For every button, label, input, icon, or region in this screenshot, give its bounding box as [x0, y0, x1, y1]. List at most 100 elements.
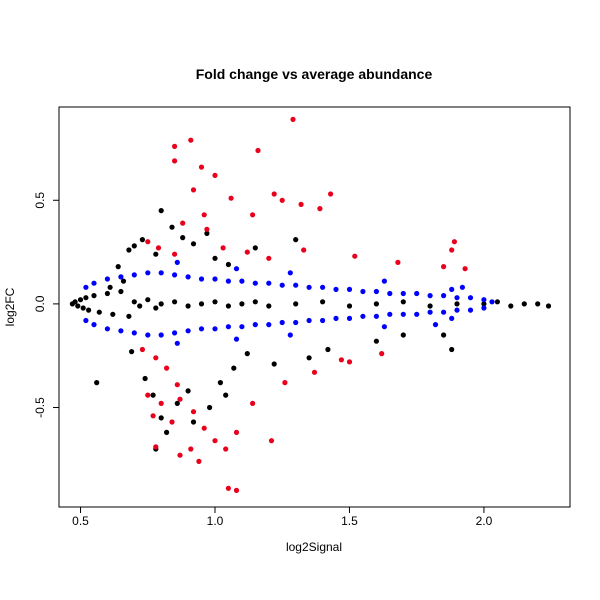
point-black [77, 297, 84, 303]
point-blue [441, 309, 447, 315]
point-blue [131, 272, 137, 278]
point-black [190, 419, 197, 425]
point-blue [400, 311, 406, 317]
x-tick-label: 2.0 [476, 514, 493, 528]
x-axis: 0.5 1.0 1.5 2.0 [72, 506, 493, 528]
point-blue [158, 270, 164, 276]
point-red [150, 413, 156, 419]
point-blue [306, 317, 312, 324]
point-blue [131, 330, 137, 336]
point-blue [104, 326, 110, 332]
point-black [293, 301, 299, 307]
point-black [169, 224, 175, 230]
point-black [225, 261, 231, 268]
point-black [252, 299, 258, 305]
point-black [346, 303, 353, 309]
point-blue [467, 307, 474, 313]
point-red [233, 487, 240, 493]
point-black [72, 299, 78, 305]
x-tick-label: 1.5 [341, 514, 358, 528]
chart-title: Fold change vs average abundance [196, 66, 433, 82]
y-tick-label: 0.0 [33, 295, 47, 312]
point-black [180, 235, 186, 241]
point-red [155, 245, 162, 251]
point-blue [346, 315, 353, 321]
point-blue [467, 295, 474, 301]
x-tick-label: 0.5 [72, 514, 89, 528]
point-black [94, 380, 100, 386]
point-blue [266, 280, 272, 286]
point-black [158, 301, 164, 307]
point-blue [233, 266, 240, 272]
point-blue [252, 280, 258, 286]
point-blue [360, 288, 366, 295]
point-black [126, 247, 132, 253]
point-red [190, 409, 197, 415]
point-blue [381, 278, 387, 284]
point-blue [459, 284, 465, 290]
point-blue [198, 326, 205, 332]
point-red [244, 249, 250, 255]
plot-frame [58, 106, 571, 508]
point-black [271, 361, 277, 367]
point-red [158, 400, 164, 406]
point-blue [454, 307, 460, 313]
point-blue [145, 270, 151, 276]
point-blue [373, 288, 379, 295]
point-blue [91, 322, 97, 328]
x-tick-label: 1.0 [207, 514, 224, 528]
point-red [153, 444, 159, 450]
point-blue [172, 272, 178, 278]
point-blue [489, 299, 495, 305]
point-blue [333, 315, 339, 321]
point-red [201, 425, 207, 431]
point-blue [454, 295, 460, 301]
point-blue [185, 328, 191, 334]
point-red [250, 400, 256, 406]
point-blue [279, 282, 285, 288]
point-red [177, 452, 183, 458]
point-red [204, 226, 210, 232]
point-red [174, 382, 180, 388]
point-blue [172, 330, 178, 336]
point-blue [212, 276, 218, 282]
point-black [120, 278, 127, 284]
point-black [137, 303, 143, 309]
point-red [172, 251, 178, 257]
point-red [139, 346, 145, 353]
point-black [126, 313, 132, 319]
point-blue [414, 311, 420, 317]
point-red [290, 116, 296, 122]
point-black [239, 301, 245, 307]
point-red [298, 201, 304, 207]
point-blue [174, 340, 180, 346]
point-black [231, 365, 237, 371]
point-blue [287, 332, 293, 338]
point-black [441, 332, 447, 338]
point-black [145, 297, 151, 303]
point-blue [381, 324, 387, 330]
point-black [107, 284, 113, 290]
point-blue [293, 282, 299, 288]
point-red [395, 259, 401, 265]
point-black [198, 301, 205, 307]
point-red [301, 247, 307, 253]
point-blue [118, 274, 124, 280]
point-blue [158, 332, 164, 338]
point-blue [293, 319, 299, 326]
point-blue [449, 286, 455, 292]
point-black [212, 255, 218, 261]
point-blue [333, 286, 339, 292]
point-black [158, 208, 164, 214]
point-red [441, 264, 447, 270]
point-red [177, 396, 183, 402]
point-blue [427, 293, 433, 299]
point-black [153, 305, 159, 311]
point-black [494, 299, 500, 305]
point-black [118, 288, 124, 295]
point-black [325, 346, 331, 353]
point-black [153, 251, 159, 257]
point-blue [481, 305, 487, 311]
point-red [233, 429, 240, 435]
point-blue [252, 322, 258, 328]
